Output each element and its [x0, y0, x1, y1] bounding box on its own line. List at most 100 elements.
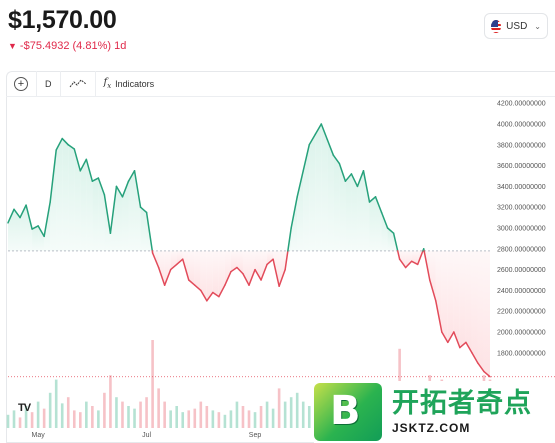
chart-type-button[interactable]	[61, 70, 96, 97]
price-line-segment-84	[483, 370, 491, 378]
area-fill-64	[381, 212, 388, 251]
y-tick-label-5: 2800.00000000	[497, 246, 546, 253]
area-fill-14	[92, 178, 99, 251]
y-tick-label-9: 3600.00000000	[497, 163, 546, 170]
price-line-segment-28	[169, 263, 178, 271]
volume-bar-28	[175, 406, 178, 428]
price-line-segment-34	[206, 291, 214, 302]
volume-bar-37	[229, 410, 233, 428]
volume-bar-17	[109, 375, 112, 428]
volume-bar-22	[139, 401, 142, 428]
add-symbol-button[interactable]: +	[6, 70, 37, 97]
price-line-segment-80	[459, 341, 467, 349]
volume-bar-44	[271, 408, 275, 428]
brand-letter: B	[330, 388, 361, 434]
price-line-segment-40	[242, 273, 250, 286]
volume-bar-14	[91, 406, 94, 428]
price-line-segment-65	[386, 227, 395, 234]
area-fill-75	[429, 250, 436, 301]
price-line-segment-54	[320, 123, 329, 141]
area-fill-55	[327, 139, 334, 251]
area-fill-69	[405, 250, 412, 268]
price-line-segment-68	[398, 258, 407, 269]
price-line-segment-12	[79, 158, 88, 172]
price-line-segment-38	[230, 266, 238, 273]
indicators-label: Indicators	[115, 78, 155, 89]
price-line-segment-64	[380, 211, 389, 229]
indicators-button[interactable]: fx Indicators	[96, 71, 163, 97]
area-fill-13	[86, 159, 93, 251]
price-line-segment-31	[188, 279, 196, 286]
volume-bar-36	[223, 414, 227, 428]
area-fill-36	[218, 250, 225, 297]
area-fill-29	[176, 250, 183, 265]
volume-bar-26	[163, 401, 166, 428]
area-fill-31	[188, 250, 195, 286]
volume-bar-50	[307, 406, 311, 428]
price-line-segment-60	[356, 170, 365, 188]
volume-bar-48	[295, 392, 299, 428]
area-fill-19	[122, 181, 129, 251]
area-fill-10	[68, 144, 75, 251]
price-line-segment-76	[435, 300, 443, 333]
price-line-segment-39	[236, 266, 244, 275]
price-line-segment-82	[471, 352, 479, 364]
price-line-segment-47	[284, 250, 289, 271]
price-line-segment-70	[410, 260, 419, 266]
price-line-segment-37	[224, 270, 232, 286]
price-line-segment-36	[218, 284, 226, 298]
price-line-segment-8	[55, 137, 63, 151]
price-line-segment-53	[314, 123, 323, 136]
price-line-segment-48	[287, 227, 292, 252]
price-line-segment-58	[344, 173, 353, 182]
price-line-segment-29	[175, 258, 184, 266]
volume-bar-13	[85, 401, 88, 428]
volume-bar-19	[121, 401, 124, 428]
area-fill-9	[62, 138, 69, 251]
area-fill-26	[158, 250, 165, 286]
area-fill-58	[345, 173, 352, 251]
price-line-segment-20	[127, 170, 136, 182]
x-tick-label-0: May	[32, 432, 46, 439]
price-line-segment-79	[453, 331, 461, 349]
down-arrow-icon: ▼	[8, 41, 17, 51]
tradingview-logo: TV	[18, 402, 31, 414]
currency-selector[interactable]: USD ⌄	[484, 13, 548, 39]
volume-bar-3	[24, 406, 28, 428]
area-fill-57	[339, 163, 346, 251]
price-line-segment-4	[31, 225, 39, 230]
area-fill-18	[116, 186, 123, 251]
y-tick-label-1: 2000.00000000	[497, 330, 546, 337]
area-fill-82	[471, 250, 478, 364]
plus-circle-icon: +	[14, 76, 28, 91]
volume-bar-20	[127, 406, 130, 428]
area-fill-44	[267, 250, 274, 265]
price-line-segment-10	[67, 144, 76, 150]
chevron-down-icon: ⌄	[534, 21, 541, 31]
current-price: $1,570.00	[8, 6, 117, 34]
area-fill-12	[80, 159, 87, 251]
volume-bar-5	[36, 401, 40, 428]
price-line-segment-1	[13, 208, 21, 219]
y-tick-label-3: 2400.00000000	[497, 288, 546, 295]
area-fill-46	[279, 250, 286, 287]
area-fill-4	[32, 225, 39, 251]
price-line-segment-23	[145, 211, 154, 252]
price-line-segment-16	[103, 193, 112, 234]
price-line-segment-17	[109, 185, 118, 234]
price-line-segment-33	[200, 289, 208, 302]
price-line-segment-30	[181, 258, 190, 281]
price-line-segment-18	[115, 185, 124, 198]
volume-bar-41	[253, 412, 257, 428]
area-fill-34	[206, 250, 213, 301]
volume-bar-12	[79, 412, 82, 428]
y-tick-label-10: 3800.00000000	[497, 142, 546, 149]
volume-bar-38	[235, 401, 239, 428]
area-fill-33	[200, 250, 207, 301]
price-line-segment-13	[85, 158, 94, 182]
volume-bar-32	[199, 401, 203, 428]
price-line-segment-56	[332, 154, 341, 165]
price-line-segment-44	[266, 258, 274, 266]
interval-button[interactable]: D	[37, 70, 61, 97]
